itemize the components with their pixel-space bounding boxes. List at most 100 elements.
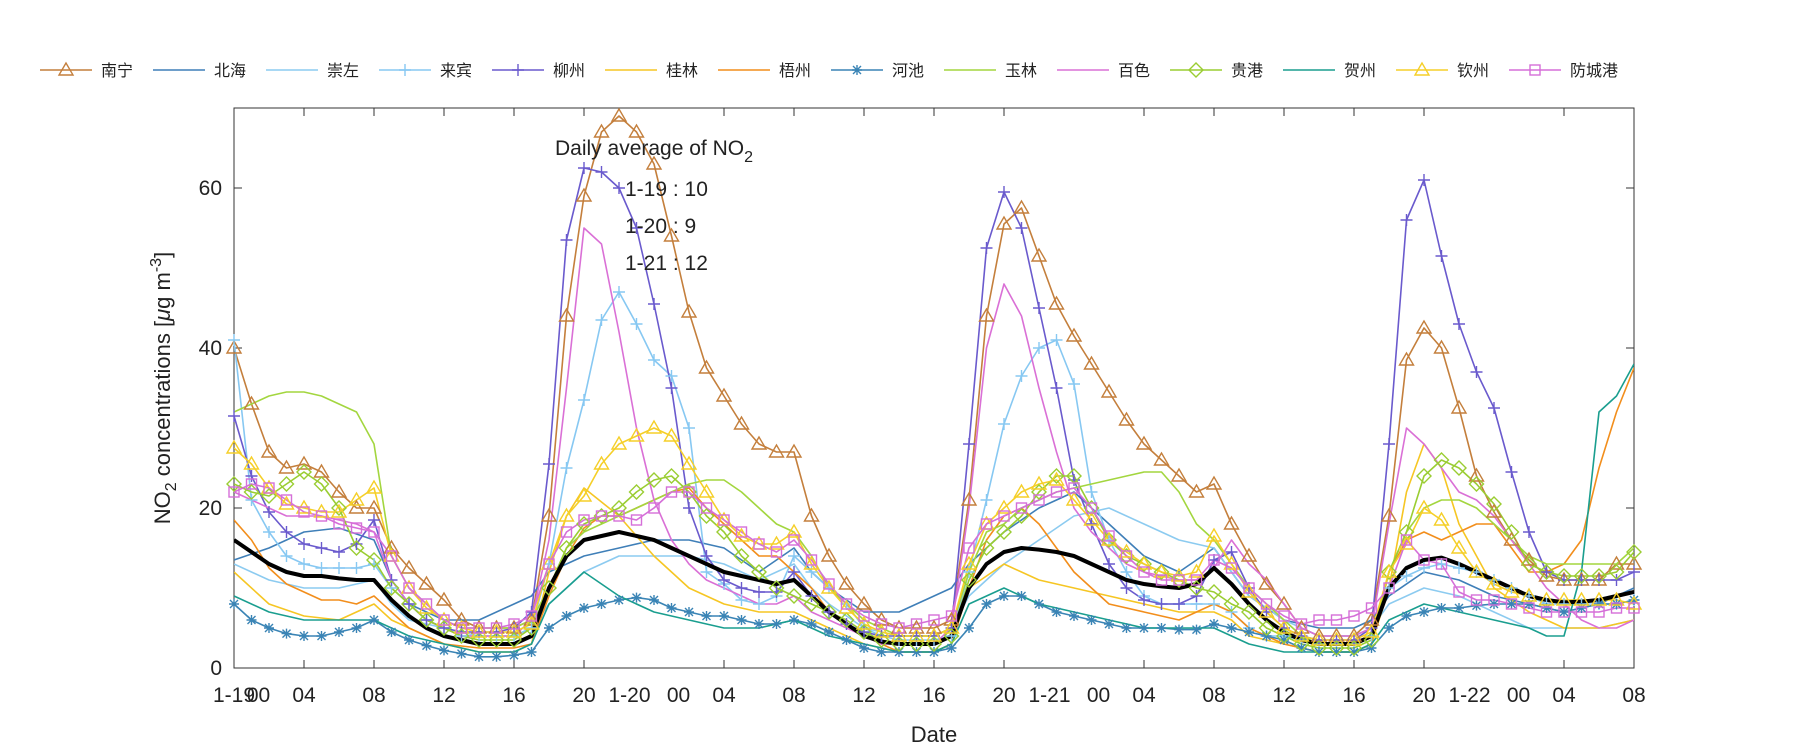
series-marker-4 (333, 546, 345, 558)
series-marker-7 (474, 651, 484, 662)
series-marker-4 (1050, 382, 1063, 394)
series-marker-7 (946, 643, 957, 653)
series-marker-7 (1244, 627, 1254, 637)
series-marker-0 (855, 595, 873, 610)
series-marker-12 (733, 527, 750, 542)
series-marker-10 (418, 612, 435, 628)
series-marker-10 (1538, 564, 1555, 580)
series-marker-3 (1033, 342, 1045, 354)
series-marker-3 (613, 286, 625, 298)
x-tick-label: 12 (432, 684, 455, 707)
series-marker-10 (1153, 564, 1170, 580)
legend-label: 河池 (892, 62, 924, 80)
series-marker-12 (1205, 527, 1223, 542)
x-tick-label: 08 (1622, 684, 1645, 707)
series-marker-4 (1173, 598, 1185, 610)
x-tick-label: 04 (292, 684, 316, 707)
series-marker-10 (366, 552, 382, 568)
series-marker-12 (698, 483, 715, 498)
series-marker-12 (1485, 575, 1503, 590)
series-marker-13 (875, 618, 888, 630)
series-marker-7 (1156, 623, 1167, 633)
series-marker-0 (610, 107, 628, 122)
series-marker-12 (1433, 511, 1450, 526)
series-marker-4 (420, 614, 433, 626)
series-marker-4 (1418, 174, 1430, 186)
series-marker-7 (1454, 603, 1464, 613)
series-marker-7 (229, 599, 239, 609)
series-marker-13 (893, 622, 905, 634)
series-marker-10 (1241, 604, 1257, 620)
series-marker-12 (785, 523, 803, 538)
y-tick-label: 20 (199, 497, 222, 520)
series-marker-0 (418, 575, 435, 590)
series-marker-7 (544, 623, 554, 633)
series-marker-10 (1433, 452, 1450, 468)
series-marker-12 (1450, 539, 1468, 554)
series-marker-12 (1100, 531, 1118, 546)
series-marker-0 (278, 459, 295, 474)
series-marker-13 (945, 610, 958, 622)
series-marker-0 (1485, 503, 1503, 518)
series-marker-12 (925, 627, 943, 642)
series-marker-4 (1470, 366, 1483, 378)
series-marker-7 (404, 635, 414, 645)
series-marker-10 (1591, 568, 1607, 584)
series-marker-4 (403, 598, 415, 610)
series-marker-7 (351, 623, 362, 633)
series-marker-7 (754, 619, 764, 629)
series-marker-12 (768, 535, 785, 550)
legend-label: 梧州 (779, 62, 811, 80)
series-marker-0 (1118, 411, 1135, 426)
series-marker-3 (1383, 582, 1395, 594)
series-marker-3 (368, 558, 380, 570)
x-tick-label: 1-20 (608, 684, 650, 707)
series-marker-4 (1033, 302, 1045, 314)
series-marker-12 (278, 495, 295, 510)
series-marker-3 (525, 622, 538, 634)
series-marker-4 (1208, 554, 1220, 566)
series-marker-12 (908, 627, 925, 642)
series-marker-4 (1453, 318, 1465, 330)
series-marker-12 (558, 507, 575, 522)
series-markers (225, 107, 1643, 662)
series-marker-0 (1223, 515, 1240, 530)
series-marker-10 (611, 500, 627, 516)
x-tick-label: 12 (1272, 684, 1295, 707)
x-tick-label: 12 (852, 684, 875, 707)
series-marker-12 (1328, 631, 1345, 646)
series-marker-12 (1555, 591, 1573, 606)
series-marker-7 (1331, 647, 1342, 657)
series-marker-10 (1223, 596, 1240, 612)
series-marker-7 (929, 647, 939, 657)
series-marker-7 (386, 627, 397, 637)
series-marker-0 (768, 443, 785, 458)
x-tick-label: 20 (572, 684, 595, 707)
series-marker-0 (1258, 575, 1275, 590)
series-marker-12 (1013, 483, 1030, 498)
series-marker-7 (894, 647, 904, 657)
series-marker-4 (1138, 594, 1150, 606)
series-marker-3 (980, 494, 993, 506)
series-marker-7 (1051, 607, 1062, 617)
series-marker-13 (613, 510, 625, 522)
series-marker-7 (789, 615, 799, 625)
series-marker-12 (1398, 535, 1415, 550)
x-tick-label: 04 (1132, 684, 1156, 707)
series-marker-13 (770, 546, 783, 558)
series-marker-4 (438, 622, 450, 634)
series-marker-12 (505, 623, 523, 638)
series-marker-10 (733, 548, 750, 564)
series-marker-0 (1520, 551, 1538, 566)
series-marker-4 (1435, 250, 1448, 262)
series-marker-0 (313, 463, 330, 478)
series-marker-4 (753, 586, 765, 598)
series-marker-12 (488, 623, 505, 638)
series-marker-7 (911, 647, 922, 657)
series-marker-13 (1610, 602, 1623, 614)
series-marker-4 (735, 582, 748, 594)
series-marker-12 (1608, 591, 1625, 606)
series-marker-12 (873, 623, 890, 638)
series-marker-10 (1206, 584, 1222, 600)
x-axis-label: Date (911, 722, 957, 747)
